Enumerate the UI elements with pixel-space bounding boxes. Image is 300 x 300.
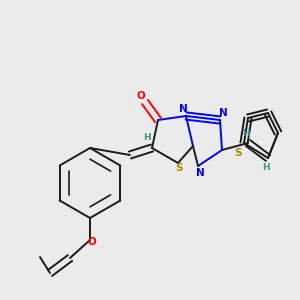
Text: O: O: [88, 237, 96, 247]
Text: N: N: [196, 168, 204, 178]
Text: O: O: [136, 91, 146, 101]
Text: H: H: [143, 134, 151, 142]
Text: H: H: [262, 163, 270, 172]
Text: N: N: [178, 104, 188, 114]
Text: S: S: [175, 163, 183, 173]
Text: S: S: [234, 148, 242, 158]
Text: H: H: [242, 130, 250, 139]
Text: N: N: [219, 108, 227, 118]
